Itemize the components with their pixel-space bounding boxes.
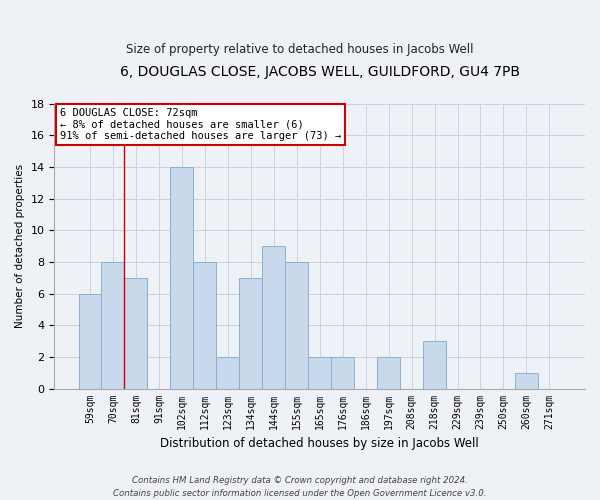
Bar bbox=[262, 246, 285, 388]
Y-axis label: Number of detached properties: Number of detached properties bbox=[15, 164, 25, 328]
Bar bbox=[124, 278, 148, 388]
Text: 6 DOUGLAS CLOSE: 72sqm
← 8% of detached houses are smaller (6)
91% of semi-detac: 6 DOUGLAS CLOSE: 72sqm ← 8% of detached … bbox=[60, 108, 341, 141]
Bar bbox=[79, 294, 101, 388]
Bar bbox=[101, 262, 124, 388]
Bar bbox=[308, 357, 331, 388]
Title: 6, DOUGLAS CLOSE, JACOBS WELL, GUILDFORD, GU4 7PB: 6, DOUGLAS CLOSE, JACOBS WELL, GUILDFORD… bbox=[120, 65, 520, 79]
Text: Size of property relative to detached houses in Jacobs Well: Size of property relative to detached ho… bbox=[126, 42, 474, 56]
Bar bbox=[285, 262, 308, 388]
Bar bbox=[170, 167, 193, 388]
Bar bbox=[377, 357, 400, 388]
Bar bbox=[423, 341, 446, 388]
Bar bbox=[515, 372, 538, 388]
Bar bbox=[331, 357, 354, 388]
Bar bbox=[239, 278, 262, 388]
Bar bbox=[193, 262, 217, 388]
Bar bbox=[217, 357, 239, 388]
Text: Contains HM Land Registry data © Crown copyright and database right 2024.
Contai: Contains HM Land Registry data © Crown c… bbox=[113, 476, 487, 498]
X-axis label: Distribution of detached houses by size in Jacobs Well: Distribution of detached houses by size … bbox=[160, 437, 479, 450]
